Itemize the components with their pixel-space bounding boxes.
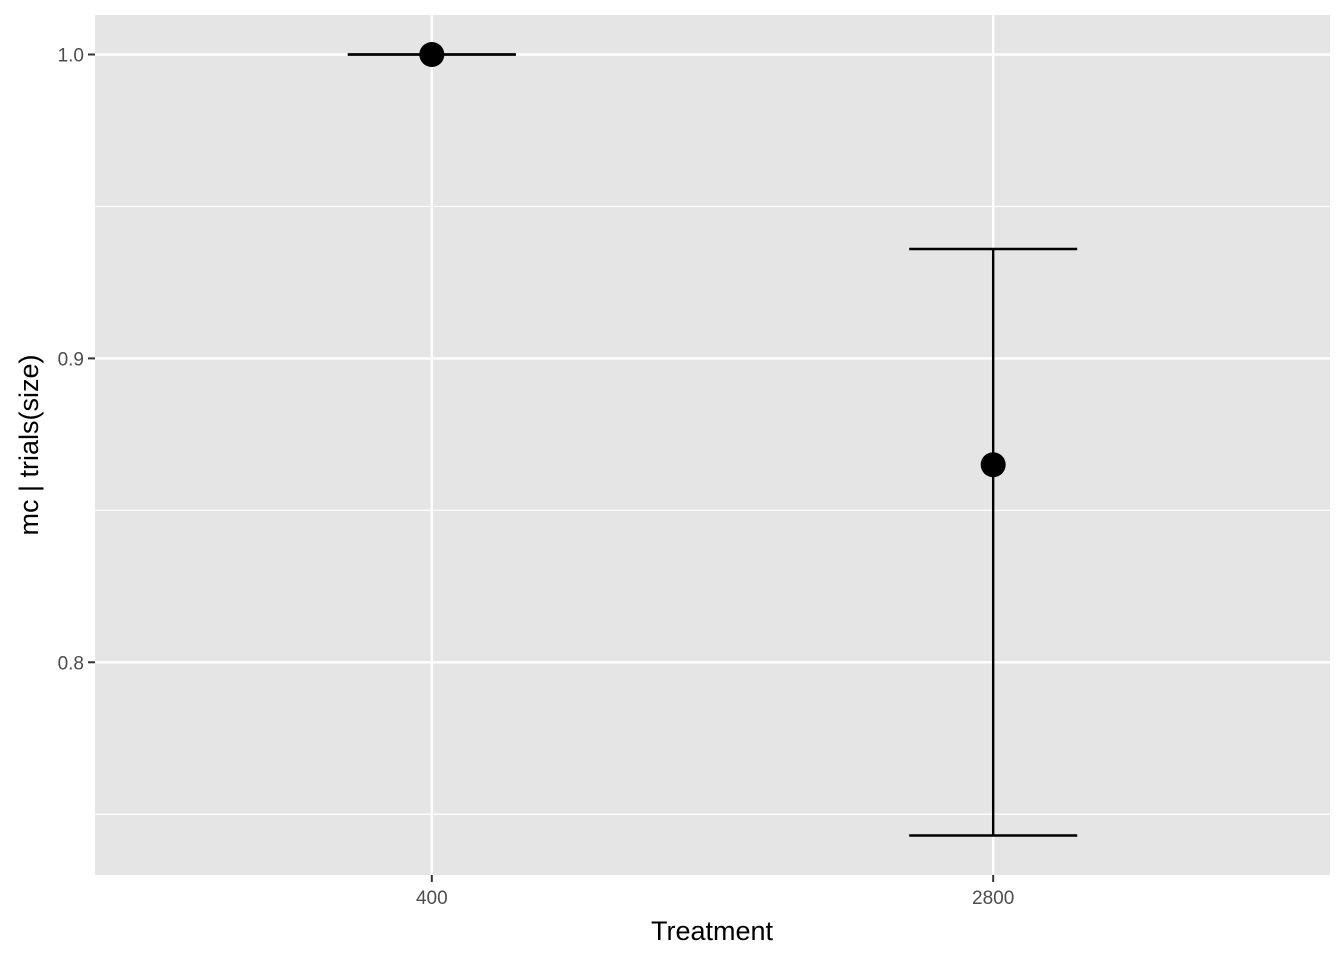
y-axis: 0.8 0.9 1.0 — [58, 46, 95, 674]
data-point — [980, 452, 1006, 478]
x-axis-title: Treatment — [651, 916, 774, 946]
y-tick-label: 1.0 — [58, 46, 84, 67]
data-marks — [347, 42, 1078, 837]
panel-background — [95, 15, 1330, 875]
x-tick-label: 400 — [416, 888, 448, 909]
data-point — [419, 42, 445, 68]
x-axis: 400 2800 — [416, 875, 1014, 909]
x-tick-label: 2800 — [972, 888, 1014, 909]
y-tick-label: 0.9 — [58, 349, 84, 370]
y-tick-label: 0.8 — [58, 653, 84, 674]
major-gridlines — [95, 15, 1330, 875]
minor-gridlines — [95, 205, 1330, 815]
y-axis-title: mc | trials(size) — [14, 354, 44, 535]
